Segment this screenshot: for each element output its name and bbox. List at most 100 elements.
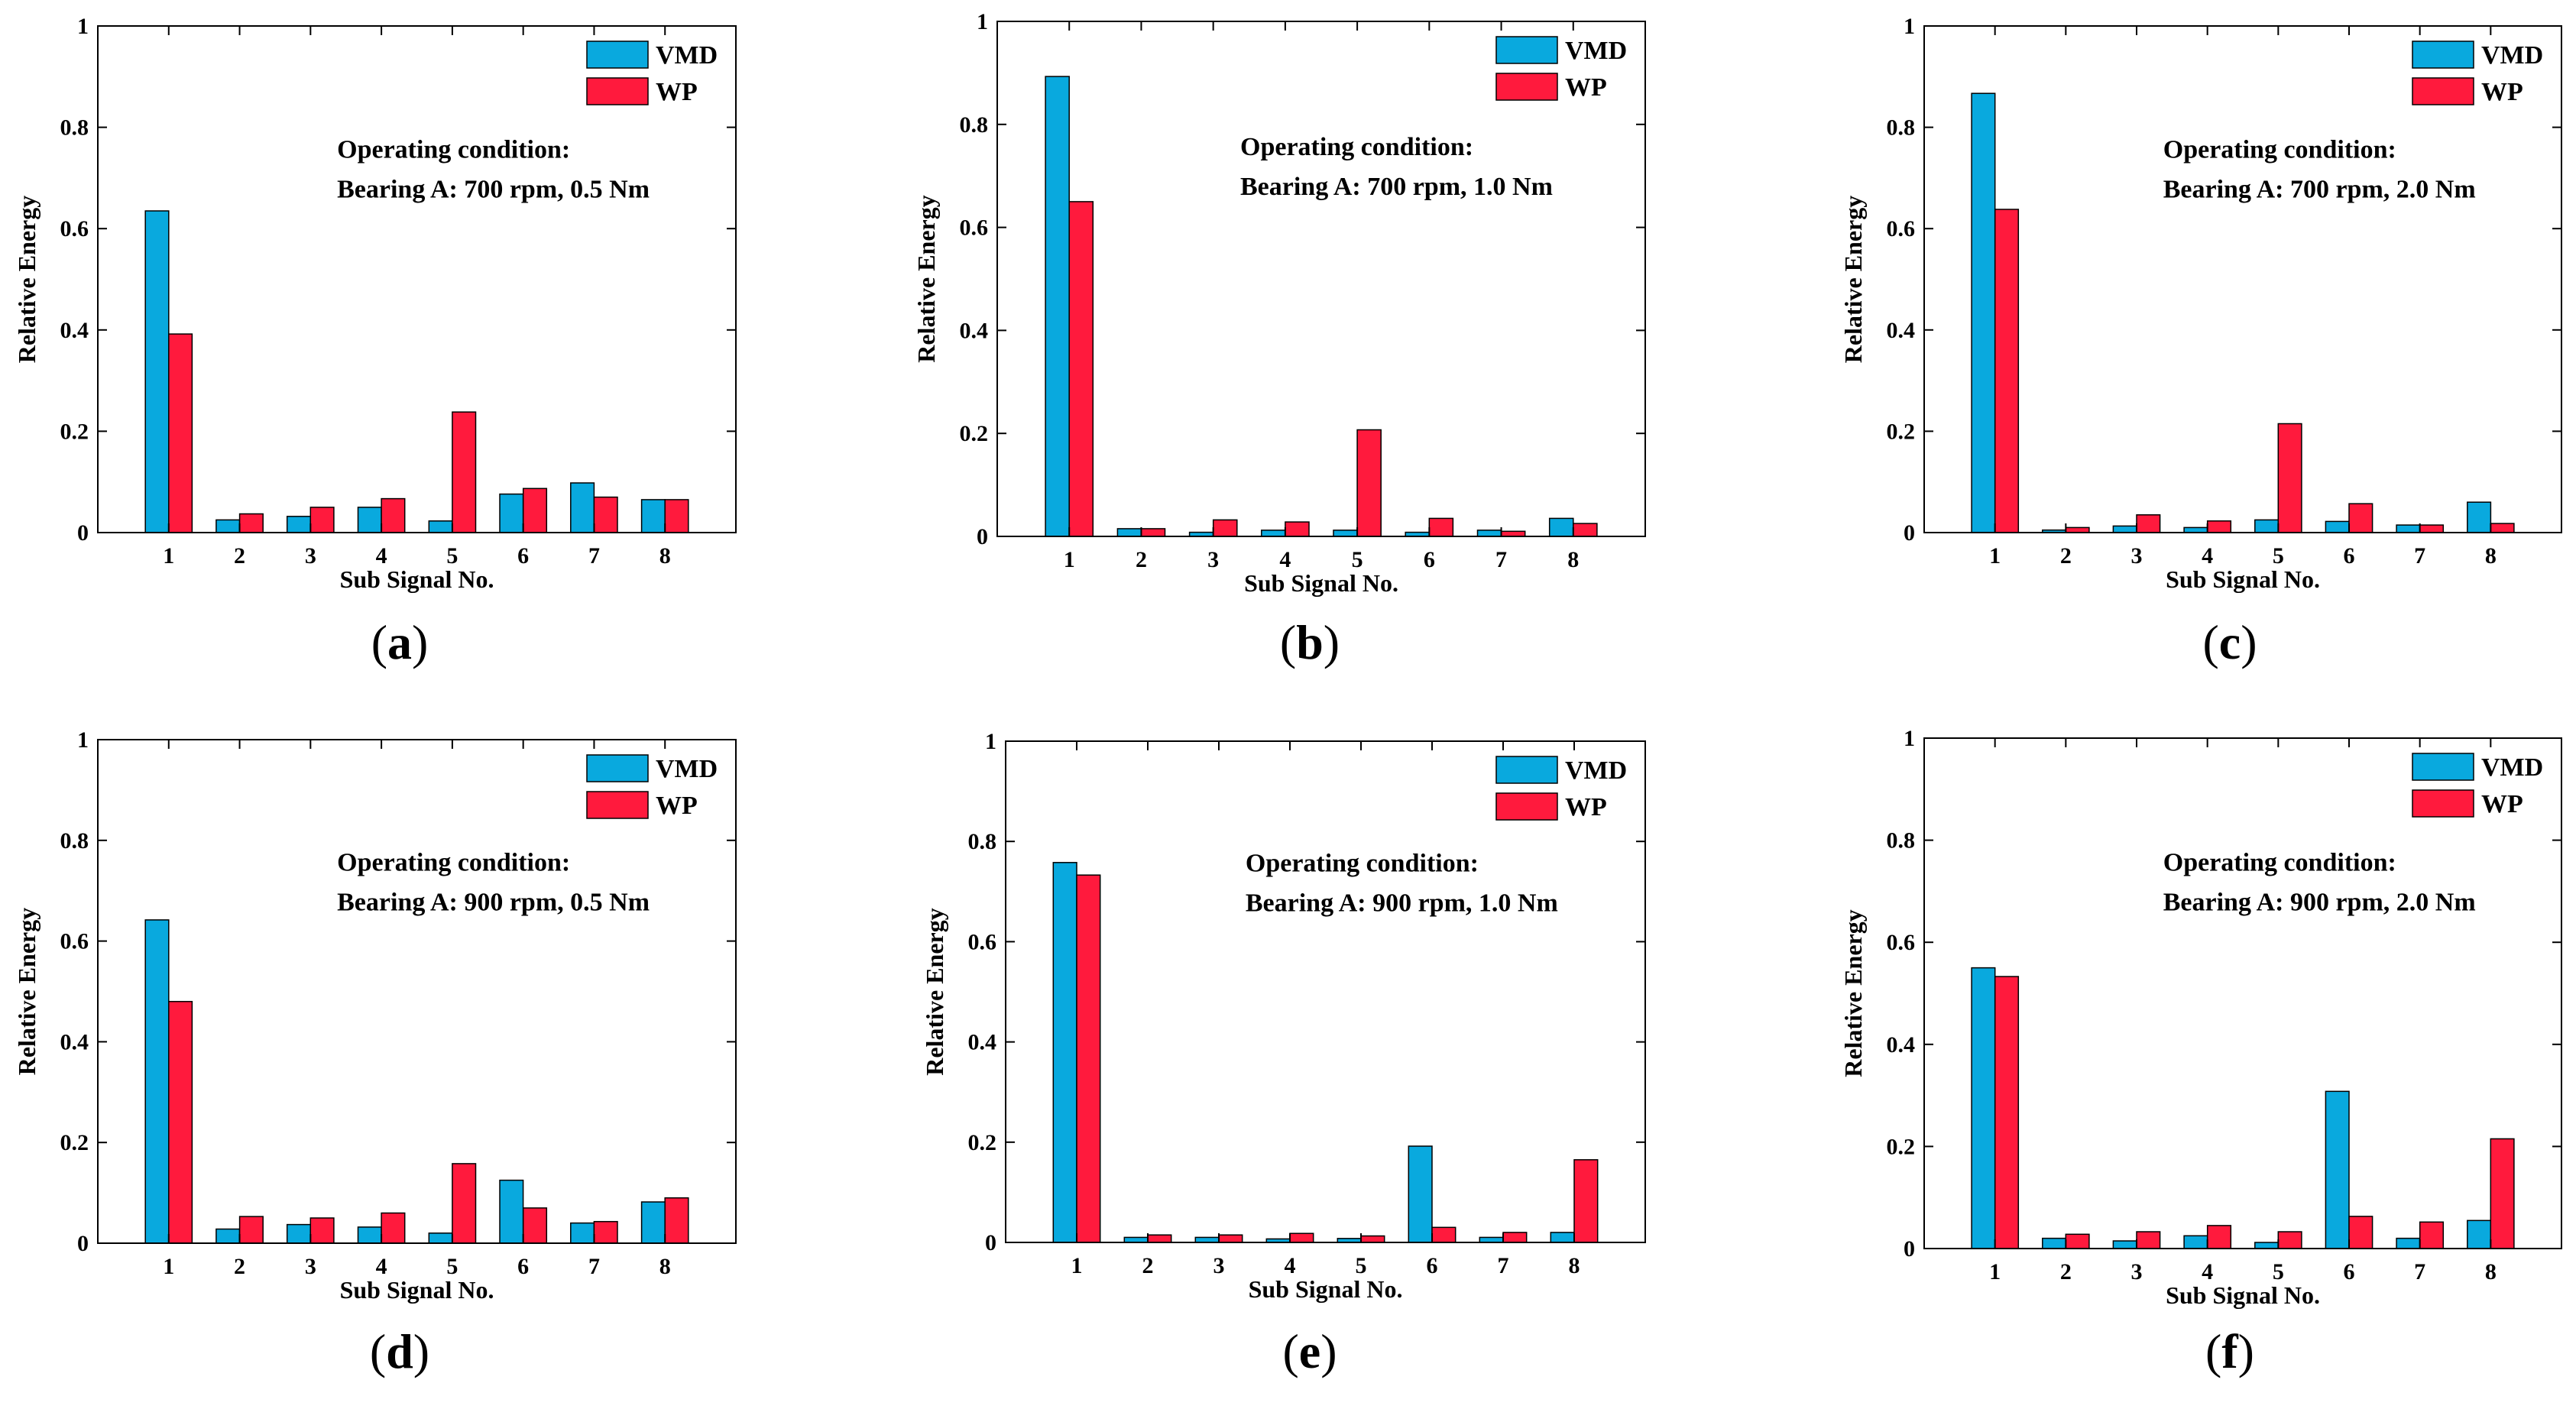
legend-swatch-vmd bbox=[586, 754, 649, 782]
bar-vmd-2 bbox=[215, 519, 241, 533]
plot-frame bbox=[996, 21, 1646, 537]
bar-vmd-1 bbox=[1971, 92, 1996, 533]
x-axis-label: Sub Signal No. bbox=[2166, 565, 2320, 593]
x-tick-label: 2 bbox=[1142, 1253, 1154, 1278]
bar-wp-5 bbox=[2277, 1231, 2302, 1249]
plot-frame bbox=[1923, 737, 2562, 1249]
x-tick-label: 2 bbox=[2060, 543, 2072, 568]
x-tick-label: 8 bbox=[659, 1254, 671, 1279]
bar-wp-6 bbox=[522, 487, 548, 533]
panel-label: (f) bbox=[2205, 1324, 2254, 1378]
bar-vmd-7 bbox=[570, 1222, 595, 1244]
bar-wp-4 bbox=[381, 1212, 406, 1244]
bar-wp-5 bbox=[2277, 423, 2302, 533]
x-tick-label: 6 bbox=[517, 1254, 529, 1279]
x-tick-label: 7 bbox=[2414, 1259, 2425, 1284]
legend-swatch-wp bbox=[1495, 73, 1558, 101]
y-tick-label: 1 bbox=[977, 9, 988, 34]
bar-vmd-8 bbox=[2467, 501, 2492, 533]
x-tick-label: 4 bbox=[2202, 543, 2213, 568]
x-tick-label: 6 bbox=[517, 543, 529, 568]
legend-label-vmd: VMD bbox=[2481, 41, 2543, 70]
bar-wp-1 bbox=[168, 333, 193, 533]
bar-wp-8 bbox=[664, 499, 689, 533]
chart-panel-f: 0 0.2 0.4 0.6 0.8 1 1 2 3 4 5 6 7 8 Sub Signal No. Rela… bbox=[1839, 726, 2562, 1378]
x-tick-label: 5 bbox=[2273, 543, 2284, 568]
y-tick-label: 1 bbox=[77, 14, 89, 39]
bar-wp-3 bbox=[2136, 1231, 2161, 1249]
y-tick-label: 0 bbox=[77, 520, 89, 546]
legend-label-wp: WP bbox=[2481, 78, 2523, 106]
bar-wp-7 bbox=[2419, 524, 2445, 533]
bar-wp-4 bbox=[1285, 521, 1310, 537]
bar-vmd-5 bbox=[428, 520, 453, 533]
operating-condition-line-1: Operating condition: bbox=[1246, 850, 1479, 878]
x-tick-label: 5 bbox=[446, 1254, 458, 1279]
bar-wp-3 bbox=[309, 507, 335, 533]
x-tick-label: 5 bbox=[2273, 1259, 2284, 1284]
y-tick-label: 0.4 bbox=[968, 1030, 997, 1055]
y-tick-label: 0.8 bbox=[960, 112, 989, 138]
y-tick-label: 0.8 bbox=[1887, 115, 1916, 141]
legend-swatch-vmd bbox=[1495, 756, 1558, 784]
x-tick-label: 4 bbox=[2202, 1259, 2213, 1284]
y-tick-label: 0.4 bbox=[1887, 318, 1916, 343]
bar-vmd-3 bbox=[286, 516, 312, 533]
x-tick-label: 7 bbox=[1495, 547, 1507, 572]
x-tick-label: 8 bbox=[1567, 547, 1579, 572]
panel-label: (b) bbox=[1280, 615, 1340, 669]
bar-vmd-8 bbox=[2467, 1220, 2492, 1249]
y-tick-label: 1 bbox=[985, 729, 996, 754]
bar-wp-4 bbox=[1289, 1232, 1314, 1243]
bar-wp-5 bbox=[1356, 429, 1382, 537]
bar-wp-8 bbox=[1573, 1159, 1599, 1243]
bar-vmd-1 bbox=[1052, 862, 1077, 1243]
y-tick-label: 0.8 bbox=[1887, 828, 1916, 853]
y-tick-label: 0.4 bbox=[1887, 1032, 1916, 1058]
legend-label-wp: WP bbox=[1565, 793, 1607, 821]
y-tick-label: 1 bbox=[77, 727, 89, 753]
operating-condition-line-1: Operating condition: bbox=[337, 848, 570, 876]
bar-wp-8 bbox=[2490, 1138, 2515, 1249]
x-tick-label: 7 bbox=[1498, 1253, 1509, 1278]
x-axis-label: Sub Signal No. bbox=[1249, 1275, 1403, 1303]
bar-vmd-8 bbox=[1550, 1232, 1575, 1243]
bar-vmd-8 bbox=[640, 499, 666, 533]
legend-label-vmd: VMD bbox=[1565, 37, 1627, 65]
bar-wp-5 bbox=[452, 1163, 477, 1244]
y-tick-label: 0.8 bbox=[60, 828, 89, 853]
x-tick-label: 1 bbox=[163, 543, 174, 568]
bar-wp-3 bbox=[1212, 519, 1238, 537]
bar-wp-3 bbox=[1218, 1234, 1243, 1243]
x-axis-label: Sub Signal No. bbox=[1244, 569, 1398, 597]
chart-panel-a: 0 0.2 0.4 0.6 0.8 1 1 2 3 4 5 6 7 8 Sub Signal No. Rela… bbox=[13, 14, 737, 669]
legend-label-vmd: VMD bbox=[2481, 753, 2543, 782]
y-tick-label: 0.2 bbox=[1887, 419, 1916, 444]
y-tick-label: 0.8 bbox=[60, 115, 89, 141]
legend-label-vmd: VMD bbox=[656, 41, 718, 70]
panel-label: (c) bbox=[2202, 615, 2257, 669]
plot-frame bbox=[97, 25, 737, 533]
bar-vmd-7 bbox=[2396, 524, 2421, 533]
legend-swatch-vmd bbox=[2412, 753, 2474, 781]
operating-condition-line-1: Operating condition: bbox=[1240, 133, 1473, 161]
bar-wp-1 bbox=[1994, 209, 2020, 533]
bar-wp-1 bbox=[1076, 874, 1101, 1243]
legend-label-vmd: VMD bbox=[1565, 756, 1627, 785]
y-tick-label: 0.4 bbox=[60, 1029, 89, 1054]
bar-vmd-3 bbox=[2112, 1240, 2137, 1249]
legend-swatch-wp bbox=[1495, 792, 1558, 821]
x-tick-label: 3 bbox=[305, 543, 316, 568]
operating-condition-line-2: Bearing A: 700 rpm, 2.0 Nm bbox=[2163, 175, 2476, 203]
bar-vmd-6 bbox=[499, 1179, 524, 1244]
bar-wp-2 bbox=[2065, 1233, 2090, 1249]
legend-swatch-vmd bbox=[1495, 36, 1558, 64]
y-tick-label: 0 bbox=[1904, 1236, 1915, 1262]
y-tick-label: 0.2 bbox=[60, 419, 89, 444]
y-axis-label: Relative Energy bbox=[1839, 196, 1867, 364]
chart-panel-c: 0 0.2 0.4 0.6 0.8 1 1 2 3 4 5 6 7 8 Sub Signal No. Rela… bbox=[1839, 14, 2562, 669]
bar-vmd-4 bbox=[357, 1226, 382, 1244]
legend-swatch-wp bbox=[2412, 789, 2474, 818]
x-tick-label: 6 bbox=[2344, 1259, 2355, 1284]
